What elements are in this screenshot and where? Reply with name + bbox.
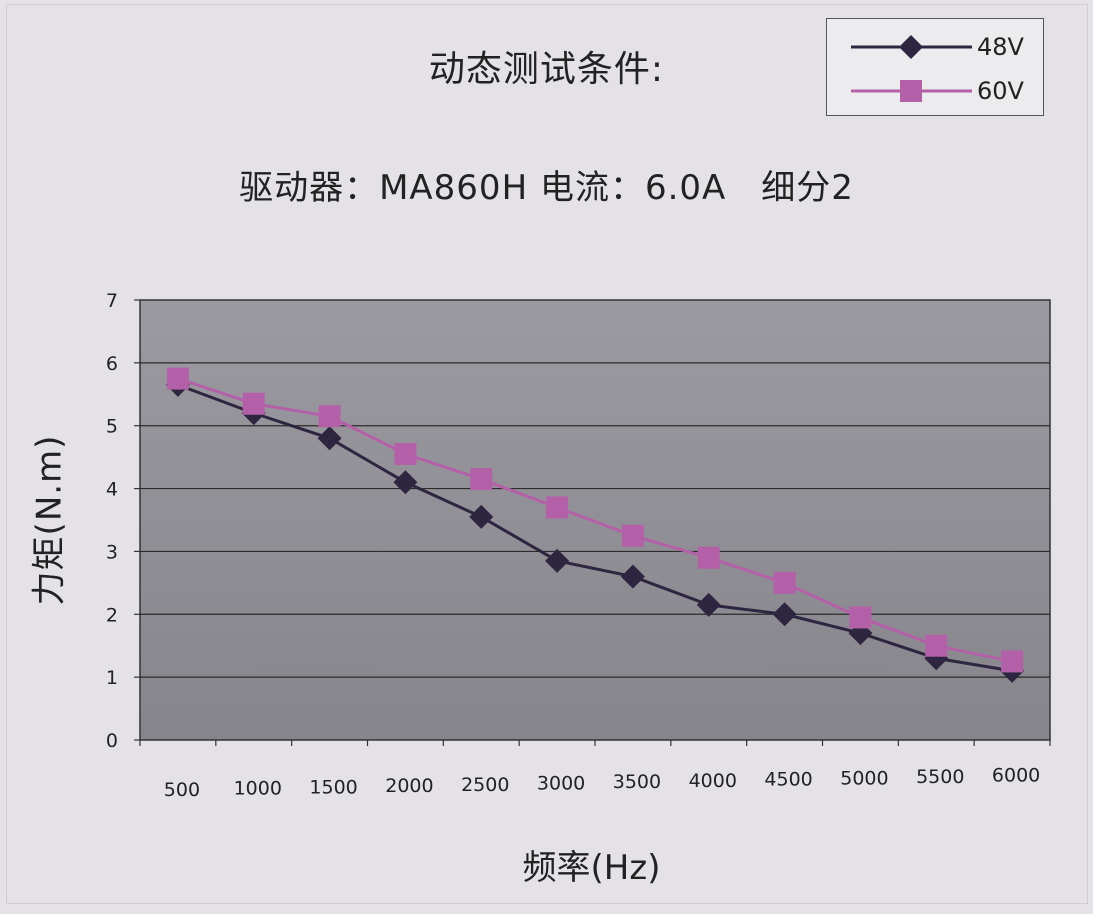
figure-frame — [6, 4, 1088, 904]
chart-subtitle: 驱动器：MA860H 电流：6.0A 细分2 — [239, 168, 854, 208]
x-tick-label-4500: 4500 — [764, 769, 812, 791]
legend-label-48v: 48V — [977, 33, 1024, 61]
y-tick-label-7: 7 — [106, 290, 118, 312]
point-48V-4000 — [696, 592, 721, 617]
point-60V-5000 — [849, 606, 872, 629]
point-48V-1500 — [317, 426, 342, 451]
x-tick-label-3000: 3000 — [537, 773, 585, 795]
legend-marker-48v — [899, 35, 923, 59]
x-axis-label: 频率(Hz) — [522, 848, 661, 888]
point-60V-3000 — [546, 496, 569, 519]
legend: 48V 60V — [826, 18, 1044, 116]
x-tick-label-5000: 5000 — [840, 767, 888, 789]
point-60V-4000 — [697, 546, 720, 569]
y-tick-label-1: 1 — [106, 667, 118, 689]
y-tick-label-6: 6 — [106, 353, 118, 375]
point-60V-2500 — [470, 468, 493, 491]
point-60V-6000 — [1001, 650, 1024, 673]
point-60V-1500 — [318, 405, 341, 428]
y-tick-label-2: 2 — [106, 604, 118, 626]
point-48V-2500 — [469, 504, 494, 529]
legend-symbols — [851, 35, 972, 102]
point-60V-4500 — [773, 571, 796, 594]
point-60V-2000 — [394, 443, 417, 465]
point-60V-1000 — [242, 392, 265, 415]
legend-marker-60v — [900, 80, 922, 102]
point-48V-2000 — [393, 470, 418, 495]
point-60V-3500 — [621, 524, 644, 547]
x-tick-label-3500: 3500 — [613, 771, 661, 793]
x-tick-label-1000: 1000 — [234, 778, 282, 800]
y-tick-label-3: 3 — [106, 541, 118, 563]
point-48V-4500 — [772, 602, 797, 627]
chart-title: 动态测试条件: — [428, 49, 665, 90]
x-tick-label-6000: 6000 — [992, 765, 1040, 787]
legend-label-60v: 60V — [977, 77, 1024, 105]
x-tick-label-500: 500 — [164, 779, 200, 801]
point-60V-5500 — [925, 634, 948, 657]
series-line-60V — [177, 377, 1013, 663]
x-tick-label-1500: 1500 — [309, 776, 357, 798]
x-tick-label-4000: 4000 — [689, 770, 737, 792]
series-line-48V — [177, 383, 1013, 673]
point-60V-500 — [166, 367, 189, 390]
point-48V-3500 — [620, 564, 645, 589]
x-tick-label-2500: 2500 — [461, 774, 509, 796]
y-tick-label-4: 4 — [106, 479, 118, 501]
y-tick-label-5: 5 — [106, 416, 118, 438]
y-tick-label-0: 0 — [106, 730, 118, 752]
x-tick-label-5500: 5500 — [916, 766, 964, 788]
point-48V-3000 — [545, 548, 570, 573]
x-tick-label-2000: 2000 — [385, 775, 433, 797]
